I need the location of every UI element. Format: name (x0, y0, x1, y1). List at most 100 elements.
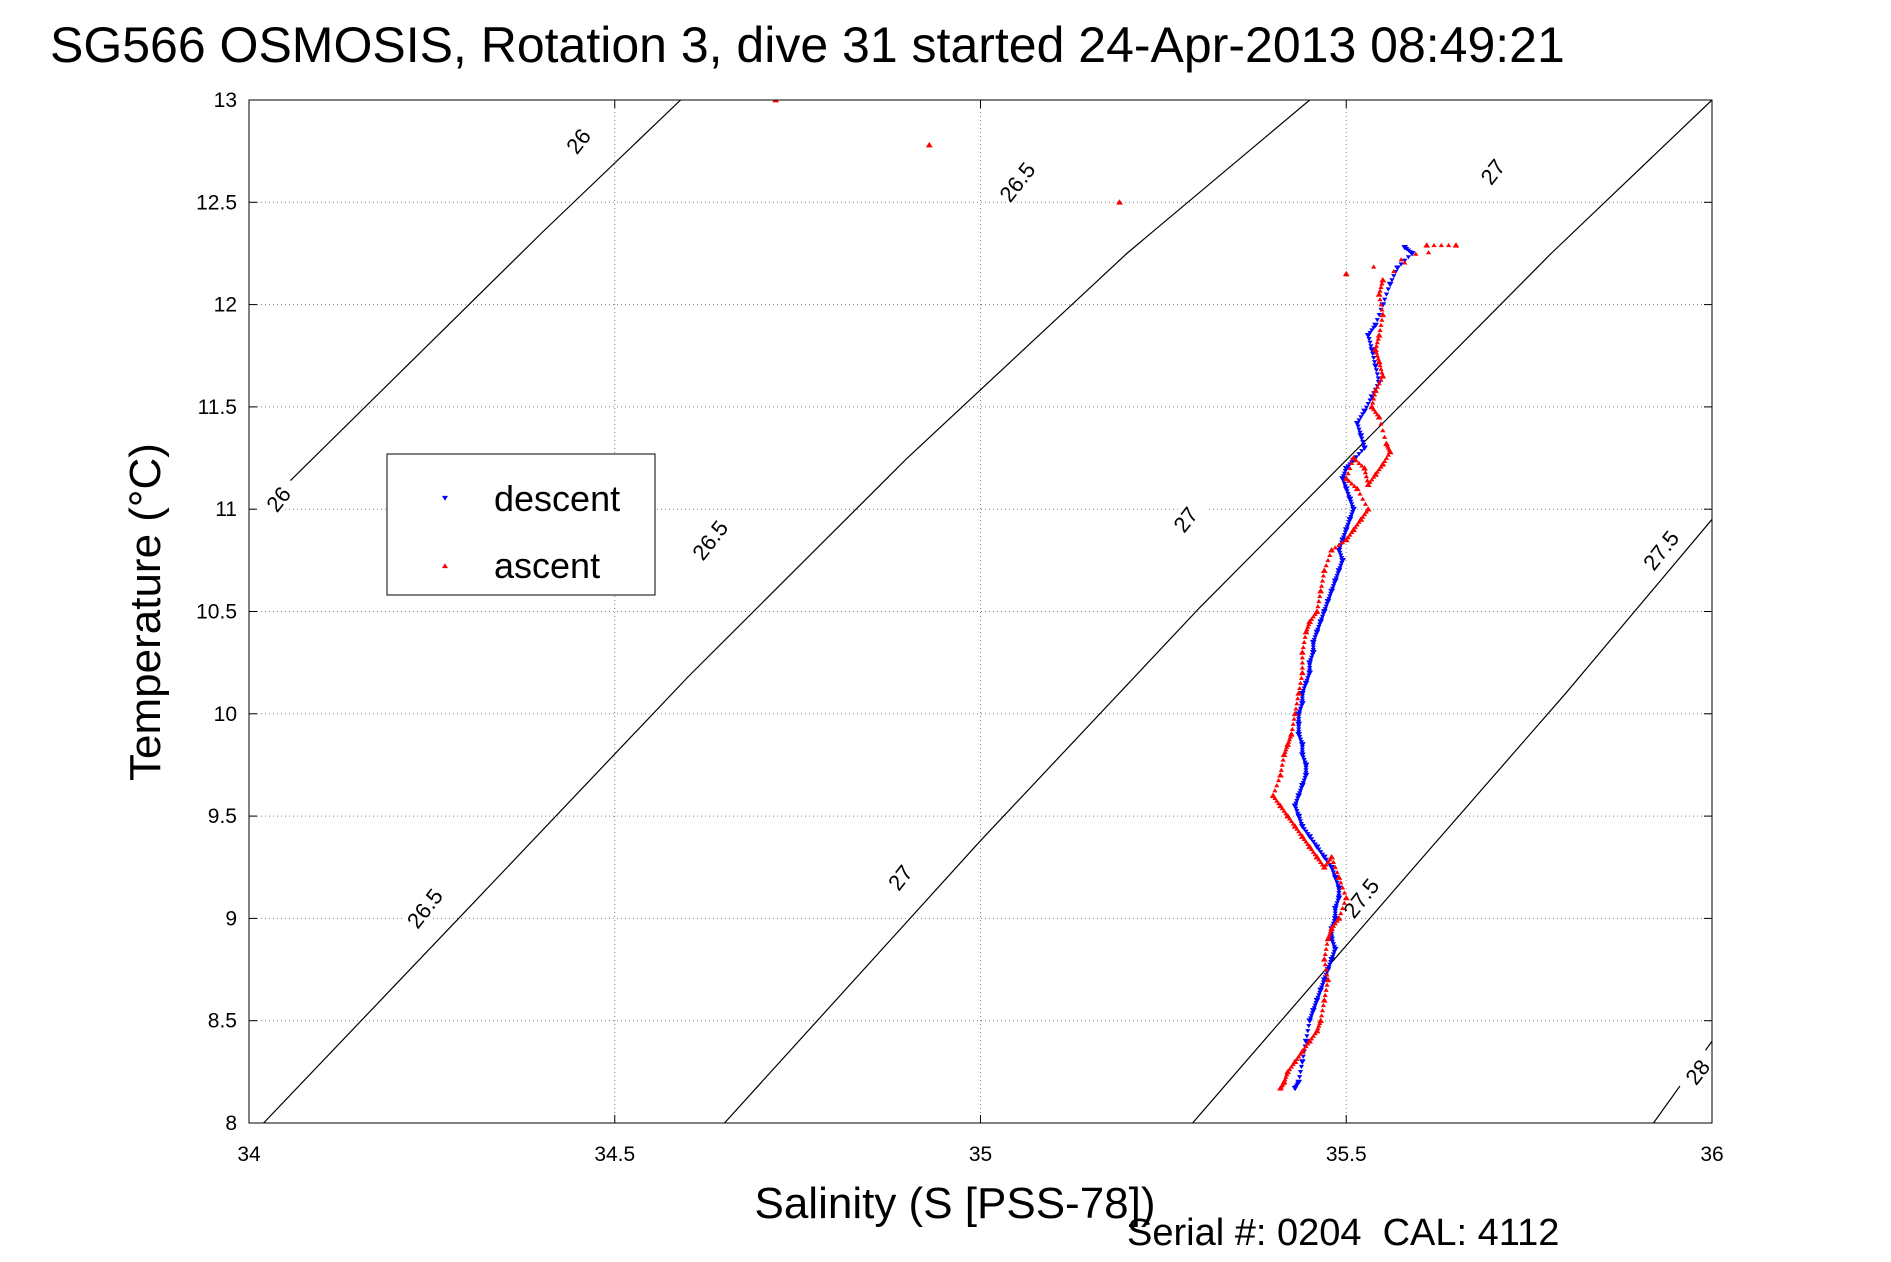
ascent-point-interp (1327, 857, 1333, 862)
density-contour-26.5 (263, 100, 1311, 1123)
ascent-point-interp (1336, 542, 1342, 547)
descent-point-interp (1310, 642, 1316, 648)
descent-point (1361, 408, 1368, 415)
ascent-point-interp (1322, 992, 1328, 997)
ascent-point-interp (1371, 474, 1377, 479)
grid-lines (248, 99, 1713, 1124)
ascent-point-interp (1378, 464, 1384, 469)
ascent-point (1350, 454, 1358, 461)
descent-point-interp (1346, 520, 1352, 525)
legend-marker-ascent (442, 563, 448, 569)
data-points (772, 100, 1460, 1092)
ascent-point (1280, 751, 1288, 758)
descent-point-interp (1301, 827, 1307, 832)
ascent-point-interp (1383, 455, 1390, 460)
descent-point-interp (1371, 325, 1377, 330)
ascent-point-interp (1363, 509, 1369, 514)
descent-point-interp (1308, 1013, 1315, 1018)
ascent-point (1287, 731, 1295, 737)
density-contour-27.5 (1192, 519, 1712, 1123)
contour-label-bg (1337, 873, 1384, 923)
descent-point-interp (1363, 405, 1369, 410)
descent-point-interp (1320, 980, 1326, 985)
descent-point-interp (1359, 436, 1365, 441)
ascent-point-interp (1297, 831, 1304, 836)
descent-point-interp (1310, 645, 1316, 650)
ascent-point (1342, 475, 1350, 481)
descent-point-interp (1334, 573, 1340, 579)
ascent-point-interp (1281, 808, 1287, 813)
ascent-point (1375, 413, 1383, 420)
contour-label-bg (1469, 146, 1516, 197)
descent-point-interp (1296, 729, 1302, 735)
descent-point-interp (1376, 313, 1382, 318)
descent-point-interp (1342, 530, 1348, 535)
y-tick-label: 11 (215, 498, 237, 521)
ascent-point-interp (1283, 1074, 1289, 1079)
descent-point-interp (1350, 504, 1356, 509)
contour-label-bg (686, 515, 733, 565)
ascent-point-interp (1341, 890, 1348, 895)
descent-point-interp (1297, 791, 1303, 796)
ascent-point-interp (1371, 407, 1377, 412)
ascent-point-interp (1310, 614, 1316, 619)
ascent-point (1375, 332, 1383, 338)
descent-point-interp (1307, 668, 1313, 673)
ascent-point-interp (1324, 972, 1330, 977)
ascent-point-interp (1301, 836, 1307, 841)
descent-point-interp (1358, 415, 1364, 420)
x-tick-label: 35 (969, 1143, 992, 1166)
ascent-point-interp (1294, 701, 1300, 706)
ascent-point-interp (1382, 458, 1388, 463)
ascent-point-interp (1301, 639, 1307, 645)
ascent-point (1320, 956, 1328, 962)
ascent-point (1324, 935, 1332, 942)
descent-point-interp (1297, 819, 1304, 824)
ascent-point-interp (1362, 470, 1369, 475)
ascent-point-interp (1377, 288, 1383, 293)
descent-point-interp (1337, 550, 1343, 556)
descent-point-interp (1330, 870, 1337, 875)
contour-label: 26.5 (402, 884, 448, 933)
ascent-point-interp (1346, 478, 1352, 483)
ascent-point-interp (1318, 583, 1325, 588)
ascent-point-interp (1296, 1054, 1302, 1059)
descent-point-interp (1313, 1000, 1319, 1006)
ascent-point-interp (1374, 384, 1380, 389)
ascent-point-interp (1351, 483, 1358, 489)
ascent-point-interp (1290, 821, 1296, 826)
descent-point-interp (1297, 1075, 1303, 1080)
ascent-point-interp (1294, 1056, 1300, 1061)
ascent-point-interp (1283, 811, 1289, 816)
ascent-point-interp (1297, 1051, 1304, 1056)
ascent-point-interp (1332, 545, 1338, 550)
ascent-point-interp (1446, 242, 1452, 248)
descent-point-interp (1311, 637, 1317, 642)
descent-point-interp (1297, 734, 1303, 740)
ascent-point-interp (1317, 1020, 1323, 1026)
ascent-point-interp (1339, 905, 1346, 910)
ascent-point-interp (1319, 578, 1326, 583)
ascent-point (1320, 567, 1328, 573)
descent-point-interp (1340, 474, 1347, 479)
descent-point-interp (1303, 765, 1309, 770)
descent-point-interp (1315, 627, 1321, 632)
descent-point-interp (1345, 464, 1351, 469)
contour-label: 27.5 (1638, 526, 1684, 575)
ascent-point-interp (1334, 918, 1340, 923)
ascent-point-interp (1316, 1023, 1322, 1028)
ascent-point-interp (1279, 806, 1285, 811)
descent-point-interp (1293, 1084, 1299, 1090)
descent-point-interp (1336, 891, 1342, 896)
descent-point-interp (1302, 775, 1308, 781)
ascent-point-interp (1357, 491, 1363, 496)
descent-point-interp (1407, 250, 1413, 255)
descent-point-interp (1333, 903, 1339, 908)
contour-label-bg (1162, 494, 1209, 545)
descent-point-interp (1337, 566, 1343, 571)
descent-point-interp (1340, 535, 1347, 540)
descent-point-interp (1341, 481, 1348, 486)
